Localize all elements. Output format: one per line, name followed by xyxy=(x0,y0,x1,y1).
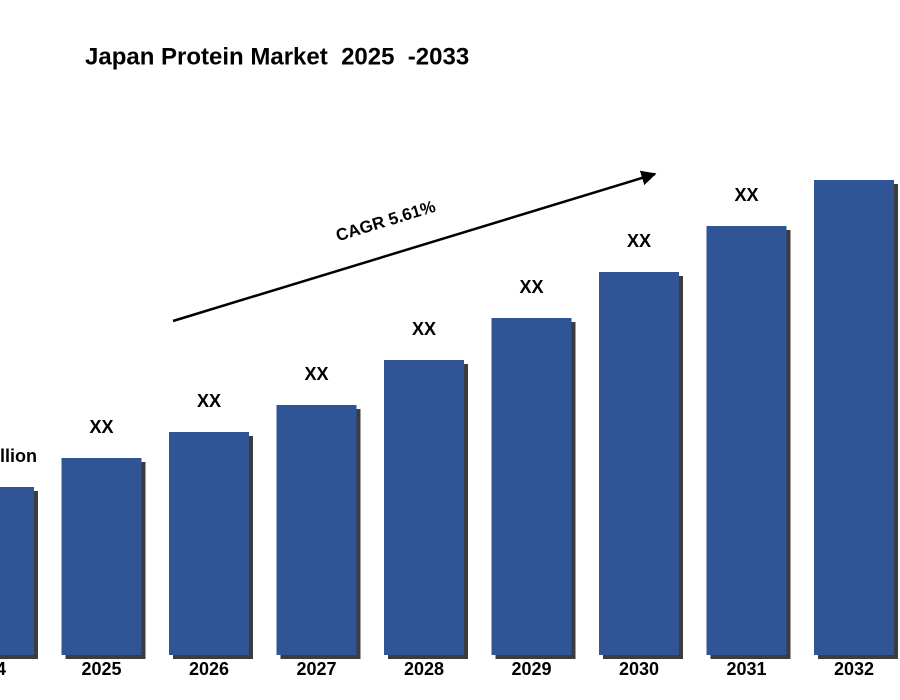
chart-title: Japan Protein Market 2025 -2033 xyxy=(85,43,469,70)
x-tick-label: 2029 xyxy=(511,659,551,679)
bar xyxy=(384,360,464,655)
x-tick-label: 2030 xyxy=(619,659,659,679)
x-tick-label: 2028 xyxy=(404,659,444,679)
bar xyxy=(814,180,894,655)
x-tick-label: 2026 xyxy=(189,659,229,679)
value-label: llion xyxy=(0,446,37,466)
bar xyxy=(0,487,34,655)
x-tick-label: 2027 xyxy=(296,659,336,679)
bar xyxy=(706,226,787,655)
value-label: XX xyxy=(89,417,113,437)
bar xyxy=(276,405,357,655)
bar xyxy=(169,432,249,655)
value-label: XX xyxy=(412,319,436,339)
cagr-annotation: CAGR 5.61% xyxy=(334,197,438,245)
value-label: XX xyxy=(197,391,221,411)
x-tick-label: 2032 xyxy=(834,659,874,679)
value-label: XX xyxy=(519,277,543,297)
bar xyxy=(491,318,572,655)
trend-arrow xyxy=(172,170,657,323)
value-label: XX xyxy=(627,231,651,251)
x-tick-label: 2025 xyxy=(81,659,121,679)
bar xyxy=(599,272,679,655)
x-tick-label: 4 xyxy=(0,659,6,679)
value-label: XX xyxy=(304,364,328,384)
bar xyxy=(61,458,142,655)
x-tick-label: 2031 xyxy=(726,659,766,679)
value-label: XX xyxy=(734,185,758,205)
